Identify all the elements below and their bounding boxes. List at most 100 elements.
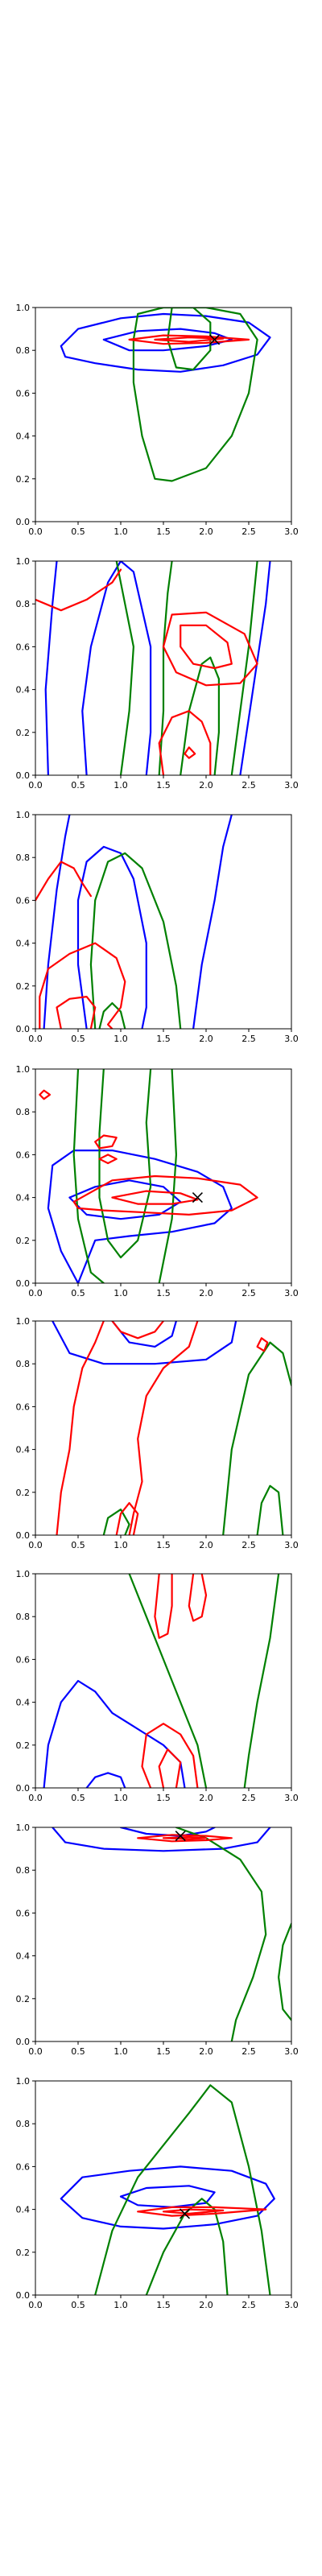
subplot-3: 0.0 0.5 1.0 1.5 2.0 2.5 3.0 0.0 0.2 0.4 0.6 0.8 1.0 [16,810,299,1044]
x-tick-label: 2.0 [199,1540,213,1550]
x-tick-label: 3.0 [284,1540,299,1550]
x-tick-label: 0.5 [71,1034,85,1044]
contour-blue-1 [43,1679,186,1788]
y-tick-label: 0.2 [16,2248,31,2258]
x-tick-label: 0.5 [71,526,85,537]
contour-red-5 [154,1574,173,1639]
x-tick-label: 3.0 [284,2046,299,2057]
y-tick-label: 1.0 [16,1064,31,1075]
contour-blue-2 [85,1772,126,1788]
contour-green-4 [145,2198,229,2295]
contour-blue-1 [52,1827,271,1852]
contour-green-3 [72,1069,105,1283]
y-tick-label: 1.0 [16,810,31,820]
y-tick-label: 0.8 [16,1359,31,1369]
contour-red-9 [162,611,258,687]
contour-red-6 [56,1321,105,1535]
x-tick-label: 1.5 [156,526,171,537]
y-tick-label: 1.0 [16,1316,31,1327]
y-tick-label: 0.6 [16,895,31,906]
x-tick-label: 3.0 [284,1034,299,1044]
contour-blue-1 [60,312,271,373]
y-tick-label: 0.6 [16,1654,31,1665]
contour-green-4 [89,852,182,1029]
contour-red-8 [35,568,122,612]
x-tick-label: 1.5 [156,2046,171,2057]
y-tick-label: 0.4 [16,2205,31,2215]
contour-blue-1 [60,2165,275,2230]
x-tick-label: 3.0 [284,1288,299,1298]
x-tick-label: 1.0 [114,526,128,537]
contour-green-4 [278,1922,291,2021]
contour-lines [60,308,271,482]
x-tick-label: 0.5 [71,1540,85,1550]
y-tick-label: 0.8 [16,345,31,356]
contour-green-3 [94,2084,271,2295]
contour-green-4 [115,561,134,775]
y-tick-label: 1.0 [16,556,31,567]
x-tick-label: 0.0 [28,780,43,791]
y-tick-label: 0.0 [16,517,31,527]
x-tick-label: 1.0 [114,1034,128,1044]
x-tick-label: 2.5 [242,780,256,791]
contour-red-8 [94,1134,118,1150]
x-tick-label: 2.0 [199,1793,213,1803]
x-tick-label: 1.0 [114,2300,128,2310]
y-tick-label: 0.6 [16,1908,31,1918]
x-tick-label: 0.0 [28,1288,43,1298]
y-tick-label: 1.0 [16,2076,31,2087]
y-tick-label: 0.6 [16,1402,31,1412]
y-tick-label: 1.0 [16,1823,31,1833]
y-tick-label: 0.4 [16,431,31,442]
contour-blue-2 [76,845,147,1029]
x-tick-label: 0.5 [71,2046,85,2057]
contour-green-7 [180,656,220,775]
subplot-6: 0.0 0.5 1.0 1.5 2.0 2.5 3.0 0.0 0.2 0.4 0.6 0.8 1.0 [16,1569,299,1803]
contour-blue-2 [102,328,233,352]
subplot-4: 0.0 0.5 1.0 1.5 2.0 2.5 3.0 0.0 0.2 0.4 0.6 0.8 1.0 [16,1064,299,1298]
contour-green-5 [98,1002,126,1029]
contour-blue-3 [239,561,271,775]
contour-red-12 [184,746,196,759]
y-tick-label: 0.8 [16,852,31,863]
contour-red-6 [35,861,92,902]
y-tick-label: 0.8 [16,2119,31,2129]
contour-red-6 [162,1835,208,1840]
subplot-1: 0.0 0.5 1.0 1.5 2.0 2.5 3.0 0.0 0.2 0.4 0.6 0.8 1.0 [16,303,299,537]
contour-lines [39,1069,258,1283]
x-tick-label: 0.0 [28,1034,43,1044]
contour-red-6 [154,336,225,343]
y-tick-label: 0.6 [16,2161,31,2172]
x-tick-label: 1.5 [156,780,171,791]
contour-red-5 [137,1834,233,1843]
contour-red-9 [115,1502,139,1535]
contour-red-7 [39,942,126,1029]
subplot-8: 0.0 0.5 1.0 1.5 2.0 2.5 3.0 0.0 0.2 0.4 0.6 0.8 1.0 [16,2076,299,2310]
x-tick-label: 3.0 [284,780,299,791]
x-tick-label: 2.0 [199,1034,213,1044]
x-tick-label: 0.5 [71,2300,85,2310]
contour-lines [52,1321,291,1535]
y-tick-label: 0.0 [16,770,31,781]
x-tick-label: 2.0 [199,1288,213,1298]
y-tick-label: 0.4 [16,685,31,696]
x-tick-label: 2.5 [242,1034,256,1044]
y-tick-label: 0.0 [16,1783,31,1794]
contour-green-3 [222,1341,291,1535]
x-tick-label: 2.0 [199,2046,213,2057]
y-tick-label: 0.8 [16,1107,31,1117]
y-tick-label: 0.2 [16,1740,31,1751]
contour-blue-2 [81,561,152,775]
subplot-7: 0.0 0.5 1.0 1.5 2.0 2.5 3.0 0.0 0.2 0.4 0.6 0.8 1.0 [16,1823,299,2057]
contour-red-10 [39,1089,52,1100]
x-tick-label: 0.0 [28,1793,43,1803]
contour-red-6 [141,1723,199,1788]
contour-red-11 [158,710,212,775]
y-tick-label: 0.0 [16,1530,31,1541]
contour-red-8 [111,1321,165,1340]
y-tick-label: 0.8 [16,1865,31,1876]
y-tick-label: 0.4 [16,1445,31,1455]
y-tick-label: 0.0 [16,1278,31,1289]
y-tick-label: 0.6 [16,642,31,652]
